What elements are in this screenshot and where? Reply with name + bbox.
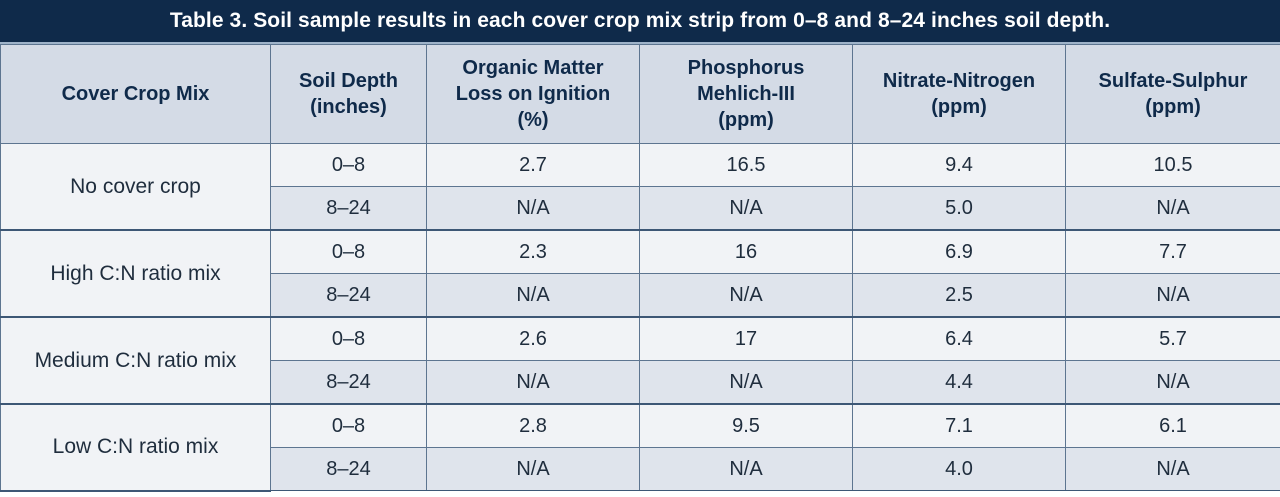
header-row: Cover Crop Mix Soil Depth (inches) Organ… — [0, 44, 1280, 144]
organic-matter-cell: N/A — [426, 186, 640, 231]
phosphorus-cell: N/A — [639, 360, 853, 405]
sulfate-cell: N/A — [1065, 273, 1280, 318]
header-cover-crop-mix: Cover Crop Mix — [0, 44, 271, 144]
phosphorus-cell: N/A — [639, 273, 853, 318]
soil-depth-cell: 0–8 — [270, 229, 427, 274]
header-phosphorus: Phosphorus Mehlich-III (ppm) — [639, 44, 853, 144]
soil-depth-cell: 8–24 — [270, 273, 427, 318]
cover-crop-mix-cell: No cover crop — [0, 143, 271, 231]
organic-matter-cell: 2.7 — [426, 143, 640, 187]
table-row: 8–24 N/A N/A 2.5 N/A — [1, 273, 1280, 318]
table-row: Low C:N ratio mix 0–8 2.8 9.5 7.1 6.1 — [0, 403, 1280, 492]
soil-depth-cell: 8–24 — [270, 360, 427, 405]
soil-depth-cell: 0–8 — [270, 316, 427, 361]
cover-crop-mix-cell: Medium C:N ratio mix — [0, 316, 271, 405]
table-row: Medium C:N ratio mix 0–8 2.6 17 6.4 5.7 — [0, 316, 1280, 405]
sulfate-cell: 5.7 — [1065, 316, 1280, 361]
soil-depth-cell: 8–24 — [270, 447, 427, 491]
cover-crop-mix-cell: High C:N ratio mix — [0, 229, 271, 318]
sulfate-cell: 7.7 — [1065, 229, 1280, 274]
soil-depth-cell: 8–24 — [270, 186, 427, 231]
organic-matter-cell: N/A — [426, 360, 640, 405]
nitrate-cell: 6.4 — [852, 316, 1066, 361]
sulfate-cell: N/A — [1065, 447, 1280, 491]
sulfate-cell: 6.1 — [1065, 403, 1280, 448]
phosphorus-cell: N/A — [639, 186, 853, 231]
organic-matter-cell: 2.3 — [426, 229, 640, 274]
data-table: Cover Crop Mix Soil Depth (inches) Organ… — [0, 44, 1280, 492]
soil-depth-cell: 0–8 — [270, 403, 427, 448]
table-row: 8–24 N/A N/A 4.0 N/A — [1, 447, 1280, 491]
organic-matter-cell: N/A — [426, 447, 640, 491]
table-row: 8–24 N/A N/A 5.0 N/A — [1, 186, 1280, 231]
organic-matter-cell: N/A — [426, 273, 640, 318]
table-row: 8–24 N/A N/A 4.4 N/A — [1, 360, 1280, 405]
phosphorus-cell: N/A — [639, 447, 853, 491]
nitrate-cell: 9.4 — [852, 143, 1066, 187]
soil-depth-cell: 0–8 — [270, 143, 427, 187]
phosphorus-cell: 16.5 — [639, 143, 853, 187]
organic-matter-cell: 2.8 — [426, 403, 640, 448]
phosphorus-cell: 9.5 — [639, 403, 853, 448]
nitrate-cell: 7.1 — [852, 403, 1066, 448]
nitrate-cell: 6.9 — [852, 229, 1066, 274]
header-soil-depth: Soil Depth (inches) — [270, 44, 427, 144]
cover-crop-mix-cell: Low C:N ratio mix — [0, 403, 271, 492]
nitrate-cell: 5.0 — [852, 186, 1066, 231]
header-organic-matter: Organic Matter Loss on Ignition (%) — [426, 44, 640, 144]
nitrate-cell: 4.4 — [852, 360, 1066, 405]
table-caption: Table 3. Soil sample results in each cov… — [0, 0, 1280, 44]
nitrate-cell: 4.0 — [852, 447, 1066, 491]
table-row: High C:N ratio mix 0–8 2.3 16 6.9 7.7 — [0, 229, 1280, 318]
header-sulfate-sulphur: Sulfate-Sulphur (ppm) — [1065, 44, 1280, 144]
organic-matter-cell: 2.6 — [426, 316, 640, 361]
phosphorus-cell: 16 — [639, 229, 853, 274]
nitrate-cell: 2.5 — [852, 273, 1066, 318]
table-row: No cover crop 0–8 2.7 16.5 9.4 10.5 — [0, 143, 1280, 231]
sulfate-cell: 10.5 — [1065, 143, 1280, 187]
sulfate-cell: N/A — [1065, 186, 1280, 231]
header-nitrate-nitrogen: Nitrate-Nitrogen (ppm) — [852, 44, 1066, 144]
phosphorus-cell: 17 — [639, 316, 853, 361]
sulfate-cell: N/A — [1065, 360, 1280, 405]
